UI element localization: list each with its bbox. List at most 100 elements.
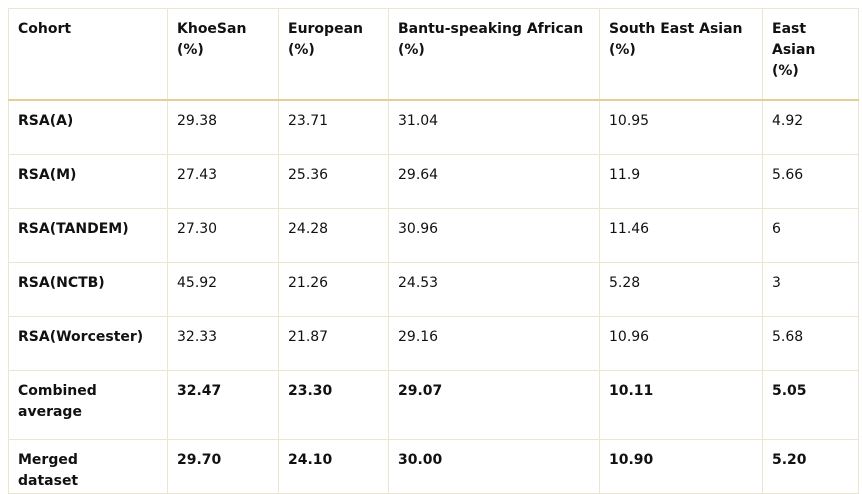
cell: 4.92 — [762, 99, 859, 155]
cell: 3 — [762, 262, 859, 317]
cell-text: 6 — [772, 221, 781, 237]
cell-text: RSA(A) — [18, 113, 74, 129]
cell-text: 23.71 — [288, 113, 329, 129]
row-label: RSA(NCTB) — [8, 262, 168, 317]
row-label: Merged dataset — [8, 439, 168, 494]
cell: 27.43 — [167, 154, 279, 209]
cell-text: 5.20 — [772, 452, 807, 468]
cell-text: 5.68 — [772, 329, 804, 345]
cell-text: 10.90 — [609, 452, 654, 468]
row-label: RSA(Worcester) — [8, 316, 168, 371]
cell-text: 5.28 — [609, 275, 641, 291]
cell-text: 24.10 — [288, 452, 333, 468]
cell-text: 32.47 — [177, 383, 222, 399]
table-body: RSA(A) 29.38 23.71 31.04 10.95 4.92 RSA(M) 27.4… — [8, 99, 859, 494]
cell-text: KhoeSan (%) — [177, 21, 247, 58]
cell: 21.26 — [278, 262, 389, 317]
cell-text: Combined average — [18, 383, 97, 420]
cell: 24.28 — [278, 208, 389, 263]
cell-text: 30.00 — [398, 452, 443, 468]
cell-text: 25.36 — [288, 167, 329, 183]
header-cell: European (%) — [278, 8, 389, 101]
cell: 29.07 — [388, 370, 600, 440]
cell-text: 4.92 — [772, 113, 804, 129]
cell-text: 3 — [772, 275, 781, 291]
cell-text: 29.16 — [398, 329, 439, 345]
row-label: RSA(M) — [8, 154, 168, 209]
cell-text: Cohort — [18, 21, 72, 37]
table-row: RSA(NCTB) 45.92 21.26 24.53 5.28 3 — [8, 262, 859, 317]
cell-text: 23.30 — [288, 383, 333, 399]
cell: 11.46 — [599, 208, 763, 263]
cell-text: 11.46 — [609, 221, 650, 237]
table-row: RSA(A) 29.38 23.71 31.04 10.95 4.92 — [8, 99, 859, 155]
header-row: Cohort KhoeSan (%) European (%) Bantu-speak… — [8, 8, 859, 101]
cell-text: 45.92 — [177, 275, 218, 291]
cell-text: 10.11 — [609, 383, 654, 399]
header-cell: Cohort — [8, 8, 168, 101]
row-label: RSA(A) — [8, 99, 168, 155]
cell-text: European (%) — [288, 21, 363, 58]
cell-text: East Asian (%) — [772, 21, 816, 79]
cell-text: 32.33 — [177, 329, 218, 345]
cell-text: 5.05 — [772, 383, 807, 399]
table-row: RSA(Worcester) 32.33 21.87 29.16 10.96 5.68 — [8, 316, 859, 371]
cell-text: Merged dataset — [18, 452, 79, 489]
cell: 5.66 — [762, 154, 859, 209]
cell-text: 24.53 — [398, 275, 439, 291]
cell: 11.9 — [599, 154, 763, 209]
cell: 5.20 — [762, 439, 859, 494]
table-row: RSA(M) 27.43 25.36 29.64 11.9 5.66 — [8, 154, 859, 209]
table-row: RSA(TANDEM) 27.30 24.28 30.96 11.46 6 — [8, 208, 859, 263]
cell-text: RSA(NCTB) — [18, 275, 105, 291]
header-cell: Bantu-speaking African (%) — [388, 8, 600, 101]
cell-text: 29.07 — [398, 383, 443, 399]
cell-text: 31.04 — [398, 113, 439, 129]
cell-text: RSA(M) — [18, 167, 77, 183]
cell-text: South East Asian (%) — [609, 21, 743, 58]
cell: 24.53 — [388, 262, 600, 317]
cell-text: 29.64 — [398, 167, 439, 183]
table-row: Merged dataset 29.70 24.10 30.00 10.90 5.20 — [8, 439, 859, 494]
cell: 29.38 — [167, 99, 279, 155]
cell: 29.16 — [388, 316, 600, 371]
cell-text: RSA(Worcester) — [18, 329, 144, 345]
cell-text: 27.30 — [177, 221, 218, 237]
table-row: Combined average 32.47 23.30 29.07 10.11 5.05 — [8, 370, 859, 440]
header-cell: South East Asian (%) — [599, 8, 763, 101]
cell: 5.28 — [599, 262, 763, 317]
cell: 30.96 — [388, 208, 600, 263]
cell: 45.92 — [167, 262, 279, 317]
cell: 10.90 — [599, 439, 763, 494]
cell: 29.64 — [388, 154, 600, 209]
cell-text: 21.87 — [288, 329, 329, 345]
cell: 32.47 — [167, 370, 279, 440]
cell-text: 11.9 — [609, 167, 641, 183]
cell: 5.05 — [762, 370, 859, 440]
cell: 32.33 — [167, 316, 279, 371]
cell-text: Bantu-speaking African (%) — [398, 21, 584, 58]
cell-text: 10.95 — [609, 113, 650, 129]
cell: 23.71 — [278, 99, 389, 155]
cell: 10.95 — [599, 99, 763, 155]
cell: 10.11 — [599, 370, 763, 440]
cell: 6 — [762, 208, 859, 263]
header-cell: East Asian (%) — [762, 8, 859, 101]
cell-text: 30.96 — [398, 221, 439, 237]
cell-text: 21.26 — [288, 275, 329, 291]
cell-text: RSA(TANDEM) — [18, 221, 129, 237]
cell-text: 29.38 — [177, 113, 218, 129]
cell-text: 24.28 — [288, 221, 329, 237]
cell: 24.10 — [278, 439, 389, 494]
cell: 5.68 — [762, 316, 859, 371]
row-label: RSA(TANDEM) — [8, 208, 168, 263]
cell: 25.36 — [278, 154, 389, 209]
cell-text: 5.66 — [772, 167, 804, 183]
cell: 30.00 — [388, 439, 600, 494]
cell: 31.04 — [388, 99, 600, 155]
cell-text: 10.96 — [609, 329, 650, 345]
cell-text: 29.70 — [177, 452, 222, 468]
cell: 10.96 — [599, 316, 763, 371]
data-table: Cohort KhoeSan (%) European (%) Bantu-speak… — [8, 8, 859, 494]
